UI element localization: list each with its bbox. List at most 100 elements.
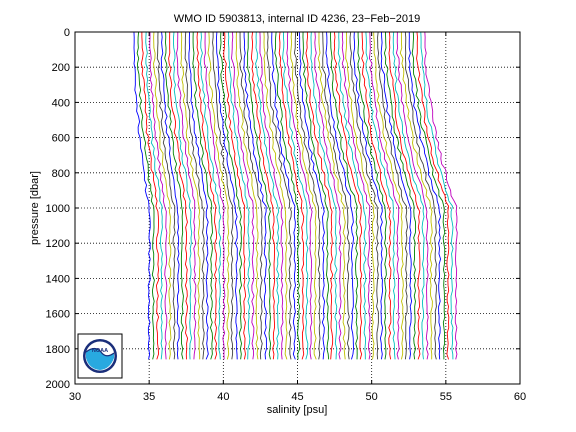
salinity-profile-line	[274, 31, 301, 360]
salinity-profile-line	[377, 31, 408, 360]
salinity-profile-line	[176, 31, 197, 360]
salinity-profile-line	[290, 31, 317, 360]
salinity-profile-line	[255, 31, 280, 360]
salinity-profile-line	[298, 31, 326, 360]
salinity-profile-line	[172, 31, 193, 360]
logo-wave-shape	[85, 347, 115, 357]
salinity-profile-line	[337, 31, 367, 360]
salinity-profile-line	[212, 31, 234, 360]
y-tick-label: 2000	[46, 379, 70, 391]
salinity-profile-line	[424, 31, 458, 360]
salinity-profile-line	[383, 31, 417, 360]
salinity-profile-line	[259, 31, 284, 360]
y-tick-label: 400	[52, 97, 70, 109]
salinity-profile-line	[293, 31, 321, 360]
salinity-profile-line	[153, 31, 172, 360]
salinity-profile-line	[192, 31, 213, 360]
salinity-profile-line	[216, 31, 238, 360]
salinity-profile-line	[373, 31, 404, 360]
salinity-profile-line	[349, 31, 379, 360]
salinity-profile-line	[392, 31, 425, 360]
salinity-profile-line	[345, 31, 375, 360]
salinity-profile-line	[203, 31, 226, 360]
salinity-profile-line	[271, 31, 296, 360]
salinity-profile-line	[239, 31, 263, 360]
chart-title: WMO ID 5903813, internal ID 4236, 23−Feb…	[174, 13, 420, 25]
salinity-profile-line	[136, 31, 155, 360]
salinity-profile-line	[341, 31, 371, 360]
salinity-profile-line	[149, 31, 168, 360]
salinity-profile-line	[263, 31, 288, 360]
x-tick-labels: 30 35 40 45 50 55 60	[69, 391, 526, 403]
salinity-profile-line	[333, 31, 363, 360]
x-tick-label: 40	[217, 391, 229, 403]
plot-area: 30 35 40 45 50 55 60 0 200 400 600 800 1000 1200 1400…	[46, 27, 527, 403]
salinity-profile-line	[227, 31, 251, 360]
y-tick-label: 0	[64, 27, 70, 39]
salinity-profile-line	[140, 31, 160, 360]
salinity-profile-line	[133, 31, 151, 360]
y-tick-label: 1400	[46, 273, 70, 285]
salinity-profile-line	[305, 31, 334, 360]
salinity-profile-line	[380, 31, 413, 360]
salinity-profiles	[133, 31, 458, 360]
salinity-profile-line	[408, 31, 442, 360]
y-axis-title: pressure [dbar]	[29, 171, 41, 245]
tick-marks	[74, 31, 521, 385]
y-tick-label: 800	[52, 168, 70, 180]
salinity-profile-line	[357, 31, 388, 360]
x-tick-label: 50	[366, 391, 378, 403]
salinity-profile-line	[399, 31, 433, 360]
salinity-profile-line	[317, 31, 346, 360]
salinity-profile-line	[278, 31, 305, 360]
salinity-profile-line	[302, 31, 330, 360]
salinity-profile-line	[416, 31, 450, 360]
salinity-profile-line	[156, 31, 176, 360]
logo-text: NOAA	[92, 348, 108, 354]
salinity-profile-line	[266, 31, 292, 360]
y-tick-label: 1800	[46, 344, 70, 356]
x-tick-label: 55	[440, 391, 452, 403]
logo-bird-shape	[86, 348, 114, 370]
salinity-profile-line	[325, 31, 355, 360]
salinity-profile-line	[353, 31, 384, 360]
salinity-profile-line	[160, 31, 180, 360]
salinity-profile-line	[243, 31, 267, 360]
noaa-logo: NOAA	[77, 333, 123, 379]
x-tick-label: 35	[143, 391, 155, 403]
salinity-profile-line	[388, 31, 421, 360]
salinity-profile-line	[420, 31, 454, 360]
salinity-profile-line	[180, 31, 201, 360]
salinity-profile-line	[188, 31, 209, 360]
salinity-profile-line	[247, 31, 272, 360]
salinity-profile-line	[250, 31, 276, 360]
y-tick-labels: 0 200 400 600 800 1000 1200 1400 1600 1800 2000	[46, 27, 70, 391]
y-tick-label: 1000	[46, 203, 70, 215]
salinity-profile-line	[282, 31, 309, 360]
y-tick-label: 200	[52, 62, 70, 74]
salinity-profile-line	[207, 31, 230, 360]
y-tick-label: 1600	[46, 309, 70, 321]
salinity-profile-line	[196, 31, 218, 360]
salinity-profile-line	[411, 31, 446, 360]
salinity-profile-line	[322, 31, 350, 360]
salinity-profile-line	[200, 31, 222, 360]
salinity-profile-line	[223, 31, 247, 360]
salinity-profile-line	[310, 31, 338, 360]
x-tick-label: 30	[69, 391, 81, 403]
salinity-profile-line	[184, 31, 205, 360]
salinity-profile-line	[164, 31, 184, 360]
salinity-profile-line	[231, 31, 255, 360]
y-tick-label: 1200	[46, 238, 70, 250]
salinity-profile-line	[168, 31, 189, 360]
salinity-profile-line	[219, 31, 242, 360]
x-tick-label: 45	[291, 391, 303, 403]
x-tick-label: 60	[514, 391, 526, 403]
salinity-profile-line	[145, 31, 163, 360]
salinity-profile-line	[365, 31, 396, 360]
salinity-profile-line	[286, 31, 313, 360]
salinity-profile-line	[361, 31, 392, 360]
x-axis-title: salinity [psu]	[267, 404, 328, 416]
salinity-profile-line	[404, 31, 437, 360]
